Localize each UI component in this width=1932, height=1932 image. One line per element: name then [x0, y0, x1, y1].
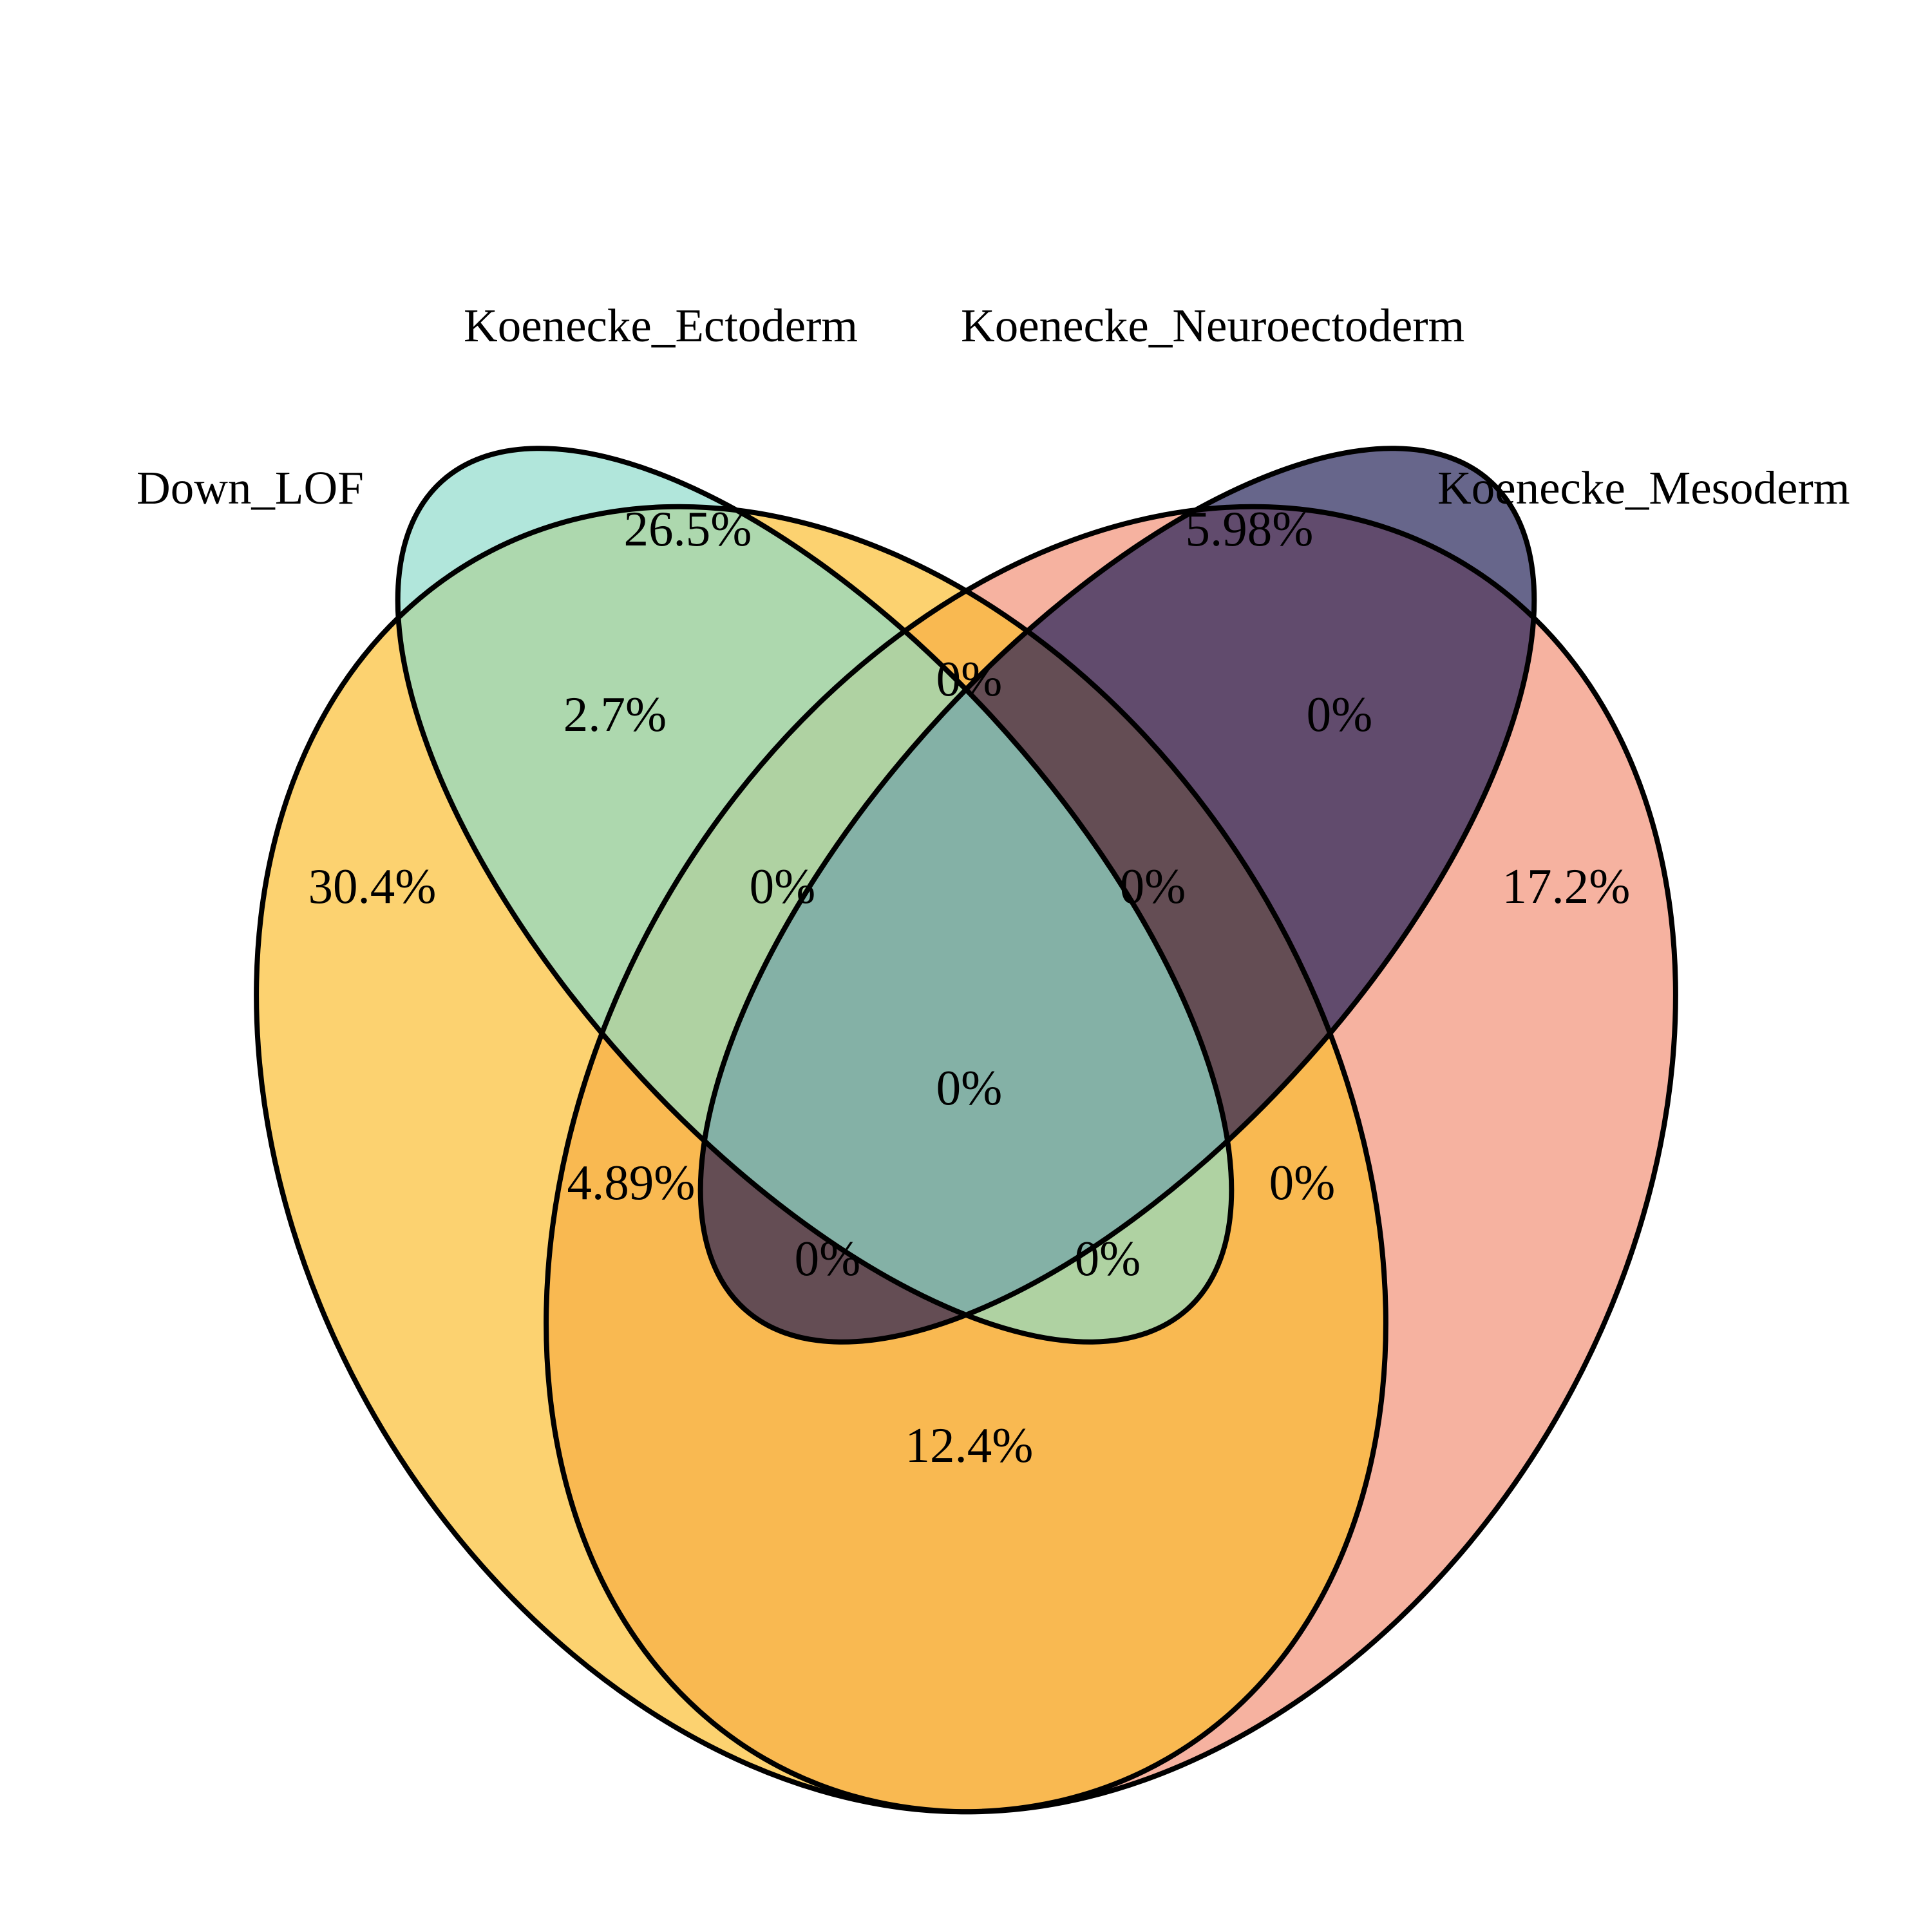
region-label-a-b-c: 0% [750, 858, 816, 914]
region-label-b-c: 0% [936, 651, 1003, 706]
outline-down-lof [254, 504, 1388, 1815]
outline-ectoderm [395, 446, 1235, 1345]
region-label-b-c-d: 0% [1120, 858, 1186, 914]
region-label-c-d: 0% [1307, 687, 1373, 742]
region-label-a-c: 4.89% [567, 1155, 696, 1210]
outline-mesoderm [544, 504, 1678, 1815]
set-labels: Down_LOF Koenecke_Ectoderm Koenecke_Neur… [137, 299, 1850, 514]
outline-neuroectoderm [697, 446, 1537, 1345]
overlap-fills [397, 448, 1614, 1812]
set-label-down-lof: Down_LOF [137, 462, 364, 514]
region-labels: 30.4% 26.5% 5.98% 17.2% 2.7% 0% 0% 0% 0%… [308, 501, 1631, 1473]
region-label-a-d: 12.4% [905, 1417, 1034, 1473]
region-label-all: 0% [936, 1060, 1003, 1115]
region-label-a-b: 2.7% [564, 687, 667, 742]
set-outlines [254, 446, 1678, 1815]
region-label-a-b-d: 0% [1075, 1231, 1141, 1286]
set-label-ectoderm: Koenecke_Ectoderm [464, 299, 858, 352]
set-label-mesoderm: Koenecke_Mesoderm [1437, 462, 1850, 514]
region-label-a-c-d: 0% [795, 1231, 861, 1286]
region-label-b-d: 0% [1269, 1155, 1336, 1210]
region-label-d: 17.2% [1502, 858, 1631, 914]
region-label-c: 5.98% [1186, 501, 1314, 556]
region-label-b: 26.5% [624, 501, 752, 556]
region-label-a: 30.4% [308, 858, 437, 914]
set-label-neuroectoderm: Koenecke_Neuroectoderm [961, 299, 1464, 352]
